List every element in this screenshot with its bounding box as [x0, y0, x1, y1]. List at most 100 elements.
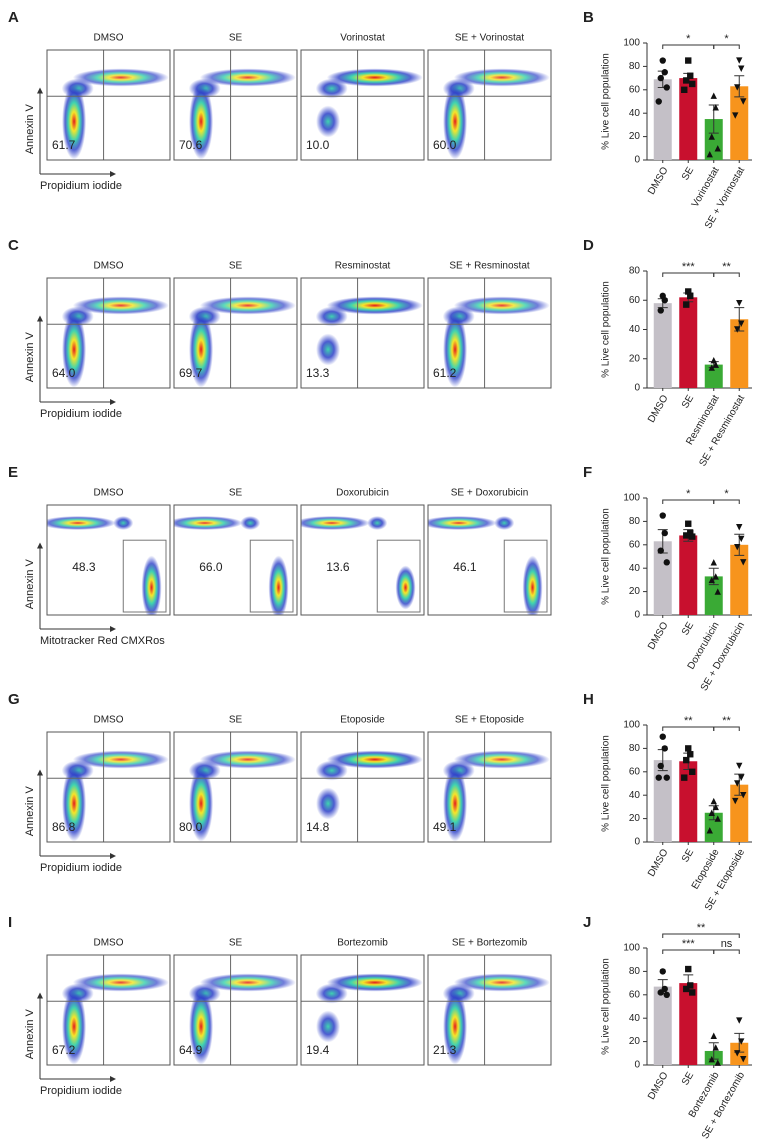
gate-value: 49.1	[433, 820, 457, 834]
data-point	[659, 512, 666, 519]
data-point	[734, 84, 741, 91]
data-point	[661, 297, 668, 304]
gate-value: 66.0	[199, 560, 223, 574]
y-tick-label: 20	[629, 1036, 641, 1047]
density	[315, 760, 348, 781]
condition-title: SE	[229, 715, 243, 726]
density-plot	[174, 516, 294, 615]
density	[522, 555, 543, 615]
data-point	[663, 559, 670, 566]
density	[316, 787, 341, 820]
y-axis-label: % Live cell population	[601, 735, 612, 832]
data-point	[685, 288, 692, 295]
y-tick-label: 100	[623, 720, 640, 731]
y-axis-label: Annexin V	[24, 331, 36, 382]
data-point	[689, 533, 696, 540]
panel-letter: G	[8, 691, 20, 708]
density-plot	[428, 50, 551, 160]
data-point	[657, 547, 664, 554]
data-point	[714, 145, 721, 152]
data-point	[655, 774, 662, 781]
density	[395, 565, 416, 610]
plot-frame	[173, 954, 298, 1066]
significance-label: ns	[721, 938, 733, 950]
condition-title: Doxorubicin	[336, 488, 389, 499]
plot-frame	[46, 49, 171, 161]
x-axis-label: Propidium iodide	[40, 408, 122, 420]
condition-title: SE	[229, 488, 243, 499]
density	[268, 555, 289, 615]
significance-label: *	[724, 488, 729, 500]
bar	[679, 535, 698, 615]
data-point	[661, 529, 668, 537]
significance-bracket	[662, 726, 715, 731]
y-tick-label: 0	[634, 155, 640, 166]
density-plot	[428, 278, 551, 388]
x-tick-label: DMSO	[646, 393, 671, 425]
bar	[679, 297, 698, 388]
density	[326, 973, 423, 992]
data-point	[710, 559, 717, 566]
plot-frame	[173, 504, 298, 616]
density	[326, 296, 423, 315]
condition-title: SE	[229, 261, 243, 272]
plot-frame	[46, 954, 171, 1066]
gate-value: 60.0	[433, 138, 457, 152]
gate-value: 67.2	[52, 1043, 76, 1057]
significance-bracket	[662, 499, 715, 504]
bar	[704, 364, 723, 388]
data-point	[710, 797, 717, 805]
data-point	[710, 92, 717, 99]
data-point	[681, 86, 688, 93]
plot-frame	[173, 49, 298, 161]
density	[189, 765, 214, 842]
data-point	[736, 299, 743, 307]
data-point	[683, 756, 690, 764]
density-plot	[174, 50, 297, 160]
y-axis-label: Annexin V	[24, 103, 36, 154]
panel-letter: A	[8, 9, 19, 26]
data-point	[714, 588, 721, 595]
density	[326, 68, 423, 87]
y-tick-label: 0	[634, 610, 640, 621]
density	[62, 311, 87, 388]
plot-frame	[427, 277, 552, 389]
significance-bracket	[662, 272, 715, 277]
data-point	[740, 1055, 747, 1063]
plot-frame	[427, 954, 552, 1066]
plot-frame	[300, 49, 425, 161]
data-point	[738, 774, 745, 781]
density	[72, 750, 169, 769]
data-point	[732, 797, 739, 805]
plot-frame	[46, 504, 171, 616]
data-point	[732, 112, 739, 119]
density	[315, 306, 348, 327]
bar	[679, 983, 698, 1065]
significance-bracket	[662, 933, 740, 938]
data-point	[738, 535, 745, 543]
y-tick-label: 0	[634, 1060, 640, 1071]
panel-letter: E	[8, 464, 18, 481]
density	[428, 516, 497, 530]
density	[316, 1010, 341, 1043]
bar	[679, 78, 698, 160]
plot-frame	[427, 504, 552, 616]
data-point	[712, 573, 719, 580]
gate-value: 69.7	[179, 366, 203, 380]
data-point	[689, 768, 696, 775]
bar	[653, 303, 672, 388]
y-axis-label: % Live cell population	[601, 281, 612, 378]
condition-title: DMSO	[94, 938, 124, 949]
density-plot	[174, 955, 297, 1065]
data-point	[712, 361, 719, 368]
y-tick-label: 100	[623, 493, 640, 504]
data-point	[689, 989, 696, 996]
y-tick-label: 60	[629, 766, 641, 777]
density	[494, 516, 515, 530]
density	[453, 68, 550, 87]
plot-frame	[300, 277, 425, 389]
density	[443, 988, 468, 1065]
data-point	[661, 69, 668, 76]
data-point	[663, 991, 670, 998]
